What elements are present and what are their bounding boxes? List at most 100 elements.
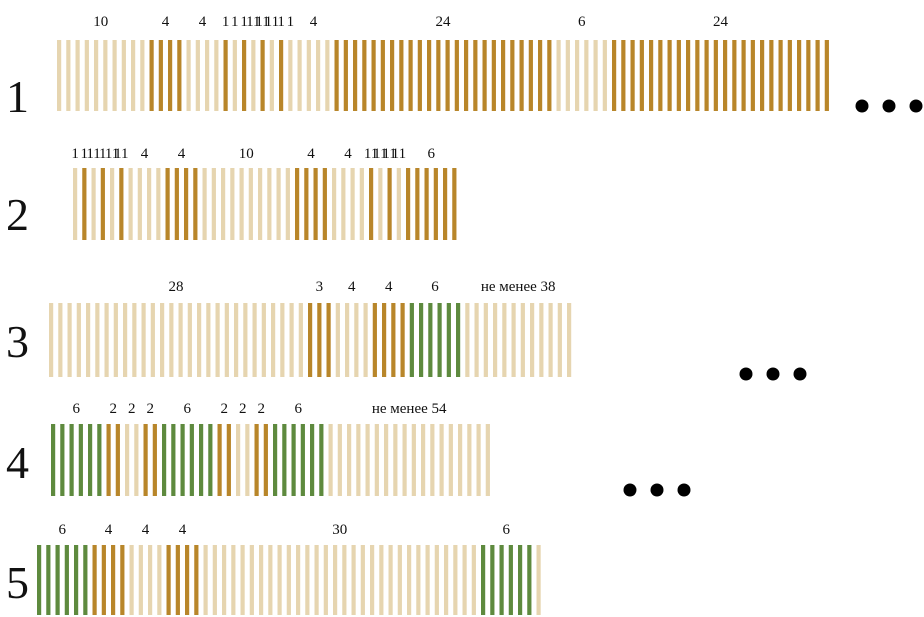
stripe-light [325,40,330,111]
stripe-gold [482,40,487,111]
stripe-light [234,303,239,377]
stripe-light [76,303,81,377]
stripe-light [156,168,161,240]
stripe-light [378,168,383,240]
stripe-light [530,303,535,377]
stripe-light [345,303,350,377]
stripe-light [178,303,183,377]
stripe-green [180,424,185,496]
segment-count-label: 11 [105,146,119,162]
stripe-light [323,545,328,615]
stripe-green [37,545,42,615]
stripe-light [140,40,145,111]
stripe-gold [519,40,524,111]
stripe-light [150,303,155,377]
stripe-gold [343,40,348,111]
stripe-gold [120,545,125,615]
stripe-light [306,40,311,111]
stripe-green [189,424,194,496]
stripe-light [110,168,115,240]
stripe-gold [399,40,404,111]
stripe-gold [143,424,148,496]
segment-count-label: 11 [392,146,406,162]
stripe-light [458,424,463,496]
stripe-light [396,168,401,240]
stripe-gold [723,40,728,111]
stripe-light [448,424,453,496]
continuation-dot [623,483,637,497]
stripe-light [94,40,99,111]
stripe-light [75,40,80,111]
stripe-light [557,303,562,377]
stripe-light [388,545,393,615]
segment-count-label: 11 [246,14,260,30]
stripe-light [239,168,244,240]
stripe-green [83,545,88,615]
stripe-gold [168,40,173,111]
segment-count-label: 4 [178,146,186,162]
continuation-dot [909,99,923,113]
stripe-light [104,303,109,377]
stripe-light [195,40,200,111]
continuation-dot [739,367,753,381]
stripe-light [276,168,281,240]
stripe-gold [254,424,259,496]
stripe-gold [612,40,617,111]
stripe-green [97,424,102,496]
stripe-light [58,303,63,377]
stripe-gold [445,40,450,111]
stripe-gold [175,545,180,615]
stripe-gold [92,545,97,615]
stripe-light [113,303,118,377]
stripe-gold [639,40,644,111]
stripe-green [428,303,433,377]
segment-count-label: 11 [373,146,387,162]
stripe-gold [119,168,124,240]
stripe-light [360,545,365,615]
stripe-light [86,303,91,377]
stripe-green [51,424,56,496]
segment-count-label: 10 [93,14,108,30]
stripe-light [221,168,226,240]
stripe-light [230,168,235,240]
stripe-gold [815,40,820,111]
segment-count-label: 4 [199,14,207,30]
stripe-gold [185,545,190,615]
stripe-light [121,40,126,111]
stripe-light [169,303,174,377]
stripe-light [476,424,481,496]
stripe-gold [695,40,700,111]
stripe-gold [806,40,811,111]
stripe-green [282,424,287,496]
stripe-gold [769,40,774,111]
stripe-light [160,303,165,377]
stripe-light [351,545,356,615]
stripe-green [508,545,513,615]
stripe-gold [713,40,718,111]
stripe-light [536,545,541,615]
stripe-light [493,303,498,377]
stripe-light [280,303,285,377]
segment-count-label: 3 [316,279,324,295]
stripe-light [393,424,398,496]
stripe-gold [217,424,222,496]
stripe-gold [824,40,829,111]
stripe-light [84,40,89,111]
stripe-gold [454,40,459,111]
segment-count-label: 24 [436,14,452,30]
stripe-gold [391,303,396,377]
stripe-gold [750,40,755,111]
stripe-gold [630,40,635,111]
stripe-light [483,303,488,377]
segment-count-label: 2 [220,401,228,417]
stripe-light [347,424,352,496]
stripe-green [55,545,60,615]
stripe-light [123,303,128,377]
stripe-light [439,424,444,496]
segment-count-label: 1 [222,14,230,30]
stripe-light [137,168,142,240]
stripe-gold [242,40,247,111]
segment-count-label: 6 [431,279,439,295]
stripe-light [138,545,143,615]
